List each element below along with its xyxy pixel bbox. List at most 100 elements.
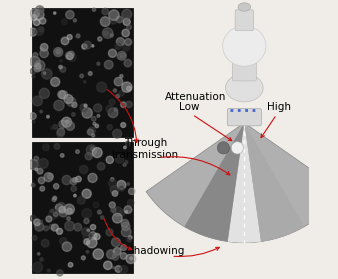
- Circle shape: [65, 221, 74, 231]
- Circle shape: [82, 208, 92, 218]
- Circle shape: [123, 18, 130, 25]
- Circle shape: [110, 34, 113, 37]
- Circle shape: [52, 198, 56, 202]
- Circle shape: [126, 254, 136, 264]
- Bar: [32, 8, 133, 137]
- Circle shape: [101, 216, 104, 219]
- Circle shape: [69, 54, 76, 61]
- Bar: [32, 142, 133, 273]
- Circle shape: [41, 44, 48, 51]
- Circle shape: [66, 11, 74, 19]
- Circle shape: [85, 153, 92, 160]
- Circle shape: [82, 189, 91, 198]
- Circle shape: [120, 266, 128, 273]
- Circle shape: [82, 228, 90, 236]
- Circle shape: [121, 227, 131, 237]
- Circle shape: [31, 183, 35, 187]
- Circle shape: [127, 86, 131, 91]
- Circle shape: [54, 12, 56, 14]
- Circle shape: [61, 37, 69, 45]
- Circle shape: [116, 94, 120, 98]
- Circle shape: [76, 34, 80, 38]
- Circle shape: [92, 134, 95, 137]
- Circle shape: [57, 202, 65, 210]
- Circle shape: [40, 186, 45, 191]
- Circle shape: [39, 27, 44, 32]
- Circle shape: [88, 72, 92, 75]
- Circle shape: [50, 209, 53, 213]
- Circle shape: [112, 266, 115, 269]
- Circle shape: [30, 68, 36, 74]
- Circle shape: [38, 8, 44, 13]
- Circle shape: [66, 52, 73, 59]
- Circle shape: [54, 100, 64, 110]
- Circle shape: [51, 224, 58, 231]
- Circle shape: [64, 95, 73, 104]
- Circle shape: [59, 65, 62, 69]
- Circle shape: [86, 145, 97, 155]
- Circle shape: [121, 219, 129, 227]
- Circle shape: [57, 270, 63, 276]
- Circle shape: [76, 150, 79, 153]
- Text: Through
transmission: Through transmission: [112, 138, 179, 160]
- Circle shape: [94, 234, 100, 240]
- Circle shape: [115, 266, 122, 272]
- Circle shape: [32, 235, 37, 240]
- Circle shape: [39, 158, 48, 168]
- Circle shape: [35, 27, 44, 35]
- Circle shape: [97, 114, 100, 117]
- Circle shape: [115, 43, 121, 49]
- Circle shape: [40, 258, 43, 261]
- Circle shape: [30, 215, 36, 221]
- Circle shape: [106, 229, 113, 236]
- Circle shape: [53, 184, 59, 189]
- Text: Attenuation: Attenuation: [165, 92, 227, 102]
- Circle shape: [125, 141, 130, 146]
- Circle shape: [44, 173, 53, 182]
- Text: High: High: [267, 102, 291, 112]
- Circle shape: [113, 89, 117, 92]
- Circle shape: [119, 91, 124, 96]
- Circle shape: [68, 263, 73, 267]
- Circle shape: [108, 49, 117, 57]
- Circle shape: [76, 176, 81, 182]
- Circle shape: [121, 245, 126, 251]
- Circle shape: [38, 177, 45, 184]
- Circle shape: [35, 222, 44, 231]
- Circle shape: [100, 17, 110, 27]
- Circle shape: [59, 120, 67, 128]
- Circle shape: [67, 97, 76, 107]
- Circle shape: [82, 44, 87, 49]
- Circle shape: [29, 113, 36, 119]
- Circle shape: [98, 37, 102, 41]
- Text: Low: Low: [179, 102, 199, 112]
- Circle shape: [113, 207, 122, 216]
- Circle shape: [40, 49, 48, 58]
- FancyBboxPatch shape: [227, 109, 261, 126]
- Circle shape: [119, 186, 124, 191]
- Circle shape: [30, 9, 40, 18]
- Circle shape: [82, 108, 92, 118]
- Circle shape: [93, 202, 99, 208]
- Circle shape: [58, 91, 66, 98]
- Circle shape: [121, 122, 126, 128]
- Circle shape: [40, 220, 43, 223]
- Circle shape: [121, 102, 126, 107]
- Circle shape: [114, 108, 118, 111]
- Circle shape: [125, 211, 128, 213]
- Circle shape: [128, 188, 135, 194]
- Circle shape: [97, 62, 100, 65]
- Circle shape: [116, 155, 124, 163]
- Circle shape: [106, 105, 113, 113]
- FancyBboxPatch shape: [232, 59, 256, 81]
- Circle shape: [124, 146, 126, 149]
- Circle shape: [53, 196, 57, 200]
- Circle shape: [113, 129, 122, 138]
- Circle shape: [122, 9, 132, 19]
- Circle shape: [89, 232, 97, 240]
- Wedge shape: [244, 123, 304, 242]
- Circle shape: [126, 101, 132, 108]
- Circle shape: [88, 173, 97, 182]
- Circle shape: [88, 127, 95, 134]
- Circle shape: [30, 56, 40, 67]
